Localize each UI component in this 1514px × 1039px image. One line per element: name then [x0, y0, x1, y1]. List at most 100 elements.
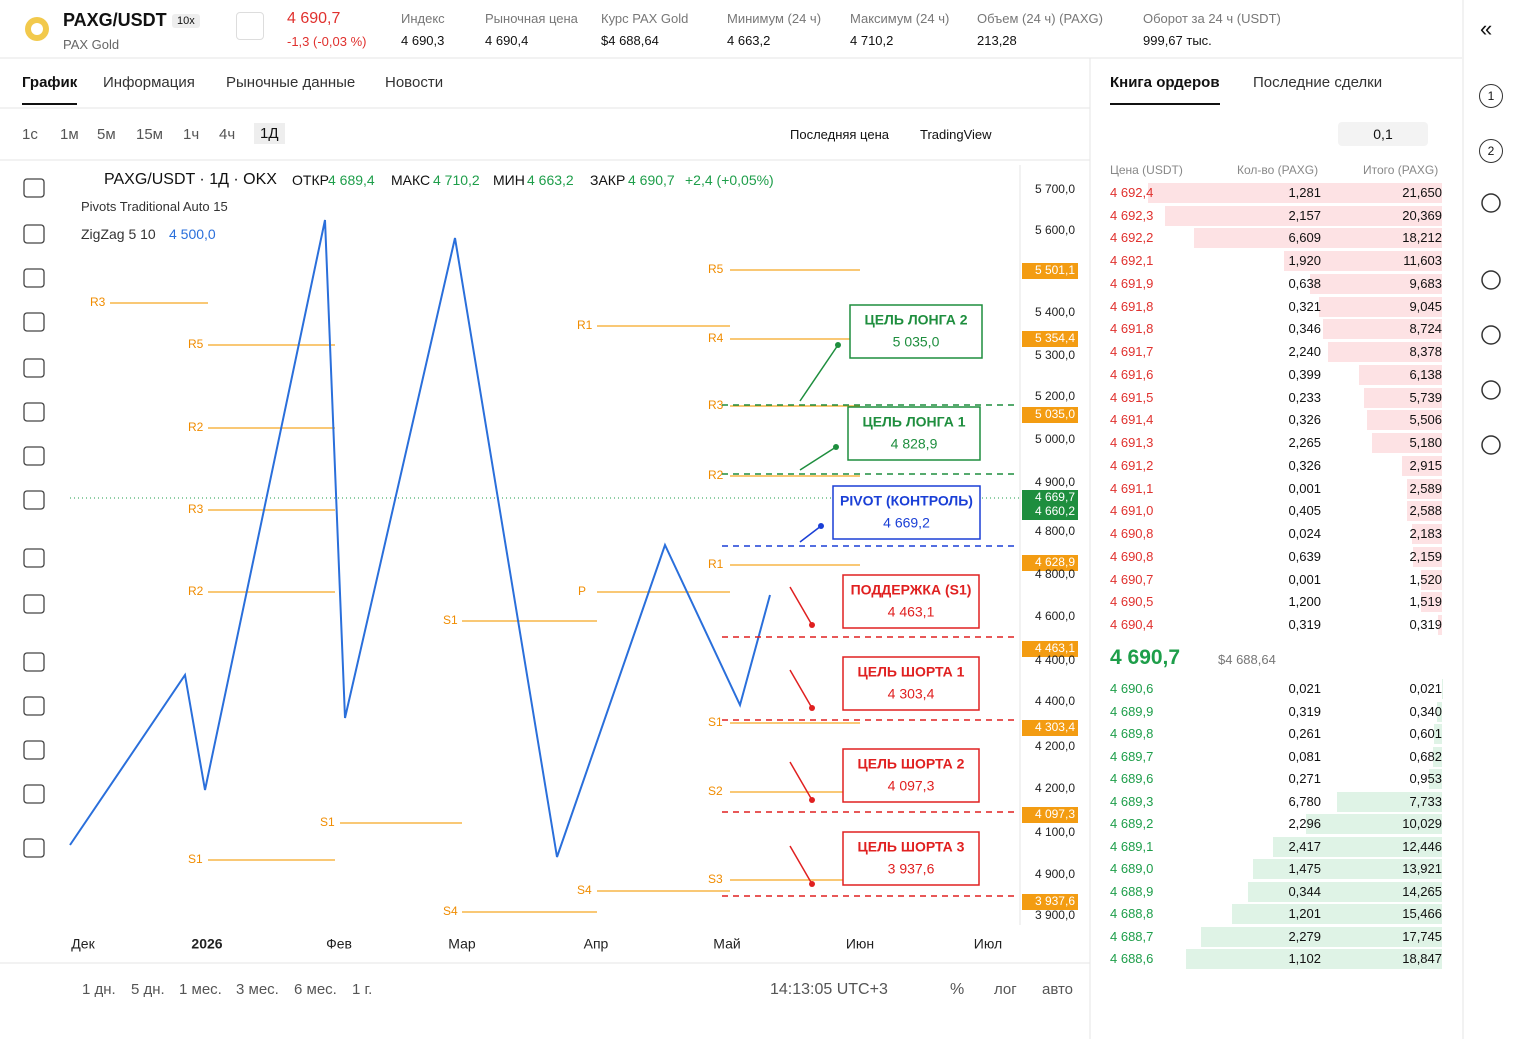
tab[interactable]: Информация [103, 74, 195, 91]
price-badge [1022, 641, 1078, 657]
interval[interactable]: 1ч [183, 126, 200, 143]
ob-qty: 0,399 [1288, 366, 1321, 382]
interval[interactable]: 4ч [219, 126, 236, 143]
ob-total: 12,446 [1402, 838, 1442, 854]
log[interactable]: лог [994, 981, 1017, 998]
price-tick-label: 4 097,3 [1035, 807, 1075, 821]
stat-value: 4 710,2 [850, 33, 894, 48]
interval[interactable]: 1Д [254, 123, 285, 144]
price-tick-label: 3 937,6 [1035, 894, 1075, 908]
pivot-label: S1 [320, 815, 335, 829]
ob-total: 9,683 [1409, 275, 1442, 291]
tool-icon [23, 358, 45, 378]
range[interactable]: 1 мес. [179, 981, 222, 998]
price-badge [1022, 720, 1078, 736]
arrow-head [809, 797, 815, 803]
interval[interactable]: 5м [97, 126, 116, 143]
depth-bar [1318, 296, 1442, 317]
price-type[interactable]: Последняя цена [790, 127, 889, 142]
time-tick-label: Дек [71, 936, 95, 952]
collapse[interactable]: « [1480, 16, 1493, 41]
tool-icon [23, 268, 45, 288]
depth-bar [1367, 410, 1442, 431]
favorite[interactable] [236, 12, 264, 40]
target-box [832, 485, 981, 540]
legend-change: +2,4 (+0,05%) [685, 172, 774, 188]
ob-price: 4 690,8 [1110, 548, 1154, 564]
pivot-label: S3 [708, 872, 723, 886]
price-tick-label: 4 669,7 [1035, 490, 1075, 504]
interval[interactable]: 15м [136, 126, 163, 143]
sidebar-button[interactable]: 1 [1479, 84, 1503, 108]
range[interactable]: 3 мес. [236, 981, 279, 998]
price-tick-label: 4 400,0 [1035, 653, 1075, 667]
ob-qty: 0,233 [1288, 389, 1321, 405]
ob-price: 4 689,9 [1110, 703, 1154, 719]
target-value: 4 828,9 [891, 436, 938, 452]
depth-bar [1336, 791, 1442, 812]
ob-tab[interactable]: Последние сделки [1253, 74, 1383, 91]
tool-icon [23, 548, 45, 568]
percent[interactable]: % [950, 981, 965, 998]
ob-qty: 2,157 [1288, 207, 1321, 223]
ob-tab[interactable]: Книга ордеров [1110, 74, 1220, 105]
target-box [849, 304, 983, 359]
arrow-head [809, 881, 815, 887]
ohlc-label: ЗАКР [590, 172, 626, 188]
ob-total: 20,369 [1402, 207, 1442, 223]
zigzag-value: 4 500,0 [169, 226, 216, 242]
ob-total: 18,847 [1402, 951, 1442, 966]
tool-icon [23, 178, 45, 198]
ohlc-value: 4 689,4 [328, 172, 375, 188]
tab[interactable]: Рыночные данные [226, 74, 356, 91]
ob-price: 4 690,5 [1110, 594, 1154, 610]
auto[interactable]: авто [1042, 981, 1074, 998]
ob-total: 0,601 [1409, 726, 1442, 741]
ob-qty: 0,024 [1288, 526, 1321, 542]
pivot-label: R3 [90, 295, 106, 309]
depth-bar [1421, 569, 1442, 590]
pivot-label: R2 [188, 584, 204, 598]
ob-price: 4 691,7 [1110, 344, 1154, 360]
ob-total: 13,921 [1402, 861, 1442, 876]
tool-icon [23, 784, 45, 804]
range[interactable]: 1 дн. [82, 981, 116, 998]
step[interactable]: 0,1 [1338, 122, 1428, 146]
stat-value: 4 663,2 [727, 33, 771, 48]
ob-total: 1,520 [1409, 571, 1442, 587]
ob-qty: 6,609 [1288, 230, 1321, 246]
tool-icon [23, 490, 45, 510]
sidebar-button[interactable]: 2 [1479, 139, 1503, 163]
pivot-label: R2 [708, 468, 724, 482]
price-tick-label: 4 303,4 [1035, 720, 1075, 734]
ob-total: 1,519 [1409, 594, 1442, 610]
arrow [789, 669, 813, 709]
ob-qty: 0,021 [1288, 681, 1321, 696]
ob-price: 4 690,8 [1110, 526, 1154, 542]
price-tick-label: 4 200,0 [1035, 781, 1075, 795]
target-value: 4 303,4 [888, 686, 935, 702]
ob-qty: 0,001 [1288, 571, 1321, 587]
ob-price: 4 688,8 [1110, 906, 1154, 921]
ob-total: 0,340 [1409, 703, 1442, 719]
depth-bar [1371, 433, 1442, 454]
depth-bar [1194, 228, 1442, 249]
price-badge [1022, 331, 1078, 347]
depth-bar [1412, 546, 1442, 567]
tab[interactable]: График [22, 74, 78, 105]
depth-bar [1412, 524, 1442, 545]
ob-total: 0,953 [1409, 771, 1442, 786]
interval[interactable]: 1с [22, 126, 38, 143]
depth-bar [1429, 769, 1442, 789]
range[interactable]: 5 дн. [131, 981, 165, 998]
ob-qty: 1,475 [1288, 861, 1321, 876]
tab[interactable]: Новости [385, 74, 444, 91]
indicator: Pivots Traditional Auto 15 [81, 199, 228, 214]
range[interactable]: 1 г. [352, 981, 373, 998]
depth-bar [1305, 814, 1442, 834]
chart-type[interactable]: TradingView [920, 127, 992, 142]
interval[interactable]: 1м [60, 126, 79, 143]
range[interactable]: 6 мес. [294, 981, 337, 998]
price-tick-label: 5 600,0 [1035, 223, 1075, 237]
